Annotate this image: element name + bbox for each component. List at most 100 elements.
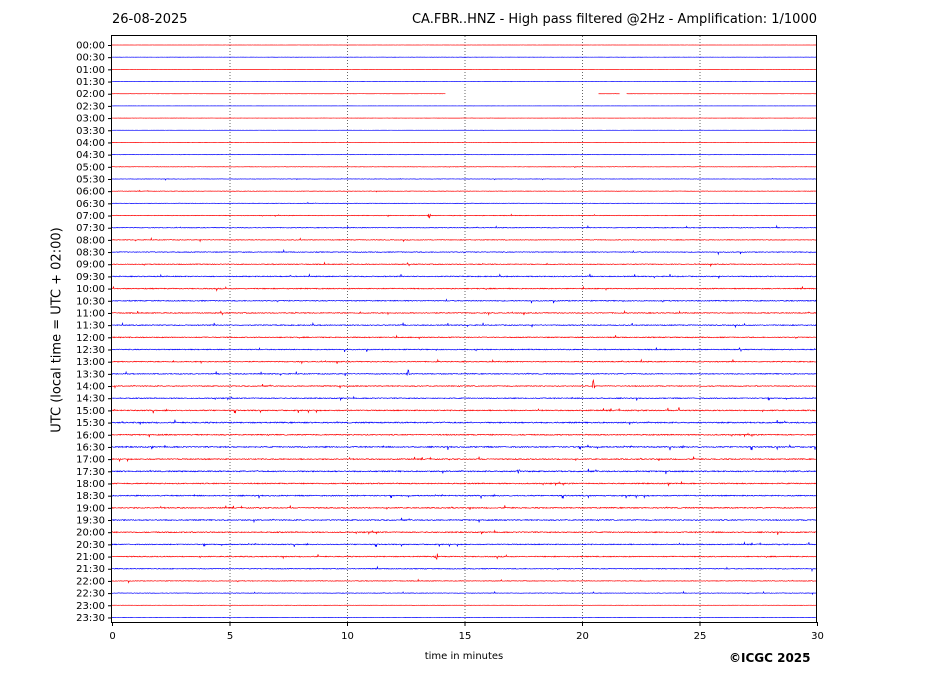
x-tick-label-30: 30: [811, 631, 824, 642]
row-label-0100: 01:00: [76, 65, 105, 76]
row-label-0730: 07:30: [76, 223, 105, 234]
row-label-0300: 03:00: [76, 114, 105, 125]
plot-frame: [111, 35, 817, 623]
x-tick-label-20: 20: [576, 631, 589, 642]
x-tick-label-0: 0: [109, 631, 115, 642]
trace-row-2100: [111, 553, 818, 560]
row-label-1730: 17:30: [76, 467, 105, 478]
row-label-1100: 11:00: [76, 308, 105, 319]
row-label-0530: 05:30: [76, 174, 105, 185]
trace-row-1830: [111, 493, 818, 499]
trace-row-0530: [111, 178, 818, 181]
row-label-0400: 04:00: [76, 138, 105, 149]
trace-row-1700: [111, 456, 818, 463]
row-label-0800: 08:00: [76, 235, 105, 246]
trace-row-0830: [111, 248, 818, 256]
row-label-2300: 23:00: [76, 601, 105, 612]
trace-row-2130: [111, 565, 818, 573]
trace-row-0500: [111, 166, 818, 168]
row-label-0630: 06:30: [76, 199, 105, 210]
trace-row-1800: [111, 480, 818, 487]
trace-row-0900: [111, 261, 818, 268]
row-label-1030: 10:30: [76, 296, 105, 307]
row-label-0000: 00:00: [76, 41, 105, 52]
row-label-2230: 22:30: [76, 589, 105, 600]
row-label-0500: 05:00: [76, 162, 105, 173]
x-axis-ticks: 0 5 10 15 20 25 30: [109, 622, 824, 642]
row-label-1230: 12:30: [76, 345, 105, 356]
row-label-1300: 13:00: [76, 357, 105, 368]
row-label-1530: 15:30: [76, 418, 105, 429]
trace-row-1030: [111, 298, 818, 304]
trace-row-1600: [111, 432, 818, 438]
row-label-0430: 04:30: [76, 150, 105, 161]
trace-row-1300: [111, 358, 818, 365]
row-label-0030: 00:30: [76, 53, 105, 64]
row-label-0930: 09:30: [76, 272, 105, 283]
row-label-0600: 06:00: [76, 187, 105, 198]
row-label-1330: 13:30: [76, 369, 105, 380]
row-label-0230: 02:30: [76, 101, 105, 112]
trace-row-1430: [111, 395, 818, 402]
row-label-1200: 12:00: [76, 333, 105, 344]
row-label-1930: 19:30: [76, 516, 105, 527]
trace-row-1630: [111, 444, 818, 451]
trace-row-0700: [111, 213, 818, 219]
row-label-1900: 19:00: [76, 503, 105, 514]
trace-row-1330: [111, 369, 818, 377]
row-label-0130: 01:30: [76, 77, 105, 88]
trace-row-2000: [111, 529, 818, 535]
trace-row-1230: [111, 346, 818, 353]
row-label-2030: 20:30: [76, 540, 105, 551]
trace-row-2230: [111, 590, 818, 596]
trace-row-0730: [111, 224, 818, 229]
x-tick-label-15: 15: [459, 631, 472, 642]
x-tick-label-25: 25: [694, 631, 707, 642]
row-label-1700: 17:00: [76, 455, 105, 466]
row-label-1800: 18:00: [76, 479, 105, 490]
x-tick-label-10: 10: [341, 631, 354, 642]
trace-row-1130: [111, 322, 818, 329]
row-label-1830: 18:30: [76, 491, 105, 502]
row-label-0900: 09:00: [76, 260, 105, 271]
trace-row-2200: [111, 578, 818, 584]
row-label-1000: 10:00: [76, 284, 105, 295]
row-label-2130: 21:30: [76, 564, 105, 575]
grid-lines: [229, 36, 701, 622]
trace-lines: [111, 44, 818, 618]
row-label-2200: 22:00: [76, 576, 105, 587]
row-label-0200: 02:00: [76, 89, 105, 100]
row-label-1400: 14:00: [76, 382, 105, 393]
trace-row-1100: [111, 309, 818, 316]
row-label-0700: 07:00: [76, 211, 105, 222]
trace-row-1500: [111, 407, 818, 414]
x-axis-label: time in minutes: [424, 651, 504, 662]
trace-row-0930: [111, 273, 818, 279]
trace-row-1930: [111, 517, 818, 524]
trace-row-1900: [111, 505, 818, 510]
row-label-1500: 15:00: [76, 406, 105, 417]
trace-row-1200: [111, 334, 818, 340]
trace-row-1730: [111, 468, 818, 475]
x-tick-label-5: 5: [227, 631, 233, 642]
trace-row-1400: [111, 378, 818, 389]
trace-row-0800: [111, 237, 818, 243]
row-label-1600: 16:00: [76, 430, 105, 441]
chart-title: CA.FBR..HNZ - High pass filtered @2Hz - …: [411, 12, 817, 27]
row-label-0830: 08:30: [76, 248, 105, 259]
trace-row-0630: [111, 201, 818, 204]
row-label-2100: 21:00: [76, 552, 105, 563]
row-label-1130: 11:30: [76, 321, 105, 332]
row-label-2000: 20:00: [76, 528, 105, 539]
y-axis-label: UTC (local time = UTC + 02:00): [49, 227, 65, 433]
copyright-label: ©ICGC 2025: [729, 651, 811, 665]
row-label-1430: 14:30: [76, 394, 105, 405]
trace-row-1530: [111, 419, 818, 425]
trace-row-1000: [111, 285, 818, 292]
date-label: 26-08-2025: [112, 12, 188, 27]
trace-row-0600: [111, 189, 818, 193]
row-label-2330: 23:30: [76, 613, 105, 624]
row-label-1630: 16:30: [76, 442, 105, 453]
row-label-0330: 03:30: [76, 126, 105, 137]
